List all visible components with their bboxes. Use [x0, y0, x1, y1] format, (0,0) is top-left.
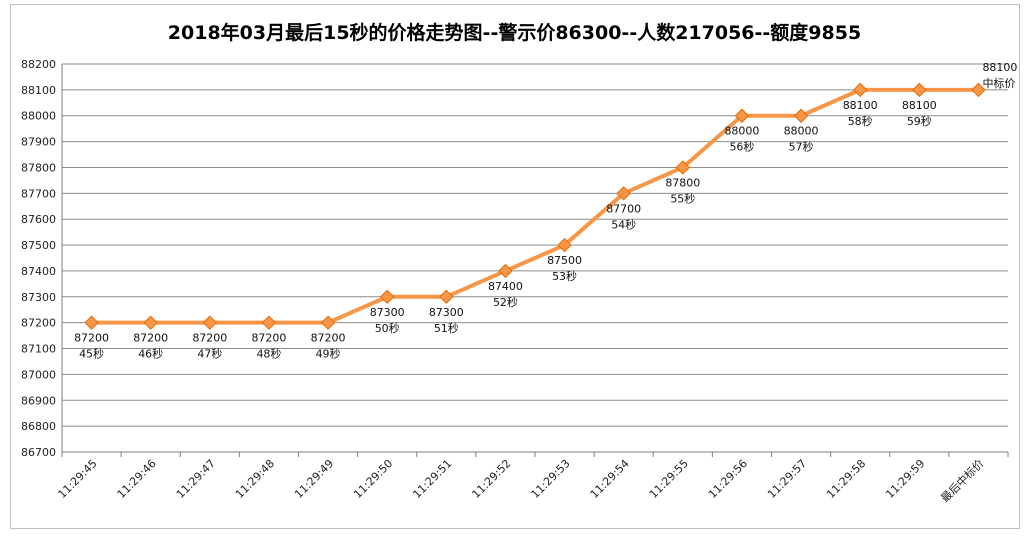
y-tick-label: 87300: [21, 291, 56, 304]
data-label-second: 57秒: [789, 140, 814, 154]
data-label-second: 59秒: [907, 114, 932, 128]
x-tick-label: 11:29:46: [115, 457, 159, 501]
x-tick-label: 11:29:49: [292, 457, 336, 501]
x-tick-label: 11:29:53: [529, 457, 573, 501]
y-tick-label: 87000: [21, 368, 56, 381]
y-tick-label: 88200: [21, 58, 56, 71]
data-point: [84, 315, 99, 330]
y-tick-label: 87500: [21, 239, 56, 252]
y-tick-label: 87800: [21, 161, 56, 174]
data-point: [320, 315, 336, 330]
y-tick-label: 86900: [21, 394, 56, 407]
data-point: [261, 315, 277, 330]
data-label-value: 88100: [902, 99, 937, 112]
data-point: [439, 289, 454, 305]
data-point: [143, 315, 158, 330]
y-tick-label: 87200: [21, 317, 56, 330]
data-point: [557, 237, 572, 253]
data-point: [498, 263, 513, 279]
x-tick-label: 11:29:59: [883, 457, 927, 501]
data-label-value: 87700: [606, 202, 641, 215]
x-tick-label: 11:29:52: [469, 457, 513, 501]
y-tick-label: 86800: [21, 420, 56, 433]
data-point: [675, 160, 691, 175]
data-label-second: 53秒: [552, 269, 577, 283]
data-point: [852, 82, 868, 98]
x-tick-label: 最后中标价: [938, 456, 987, 505]
y-tick-label: 87100: [21, 343, 56, 356]
x-tick-label: 11:29:58: [824, 457, 868, 501]
data-label-second: 49秒: [316, 347, 341, 361]
y-tick-label: 87600: [21, 213, 56, 226]
data-label-second: 58秒: [848, 114, 873, 128]
data-label-value: 87200: [311, 332, 346, 345]
data-point: [616, 186, 631, 201]
data-label-value: 88000: [724, 125, 759, 138]
data-label-second: 50秒: [375, 321, 400, 335]
data-label-second: 52秒: [493, 295, 518, 309]
x-tick-label: 11:29:45: [56, 457, 100, 501]
data-label-value: 88000: [784, 125, 819, 138]
data-label-value: 87200: [133, 332, 168, 345]
x-tick-label: 11:29:47: [174, 457, 218, 501]
y-tick-label: 88000: [21, 110, 56, 123]
y-tick-label: 87400: [21, 265, 56, 278]
data-point: [734, 108, 750, 123]
data-label-value: 88100: [982, 61, 1017, 74]
data-label-value: 87200: [251, 332, 286, 345]
data-point: [202, 315, 218, 330]
data-markers: [84, 82, 986, 330]
data-label-second: 46秒: [138, 347, 163, 361]
x-tick-label: 11:29:57: [765, 457, 809, 501]
y-tick-label: 88100: [21, 84, 56, 97]
data-label-second: 54秒: [611, 217, 636, 231]
data-label-second: 45秒: [79, 347, 104, 361]
data-label-value: 87800: [665, 176, 700, 189]
data-label-second: 56秒: [729, 140, 754, 154]
data-label-value: 88100: [843, 99, 878, 112]
data-label-second: 51秒: [434, 321, 459, 335]
data-label-second: 中标价: [982, 76, 1015, 90]
data-label-value: 87300: [429, 306, 464, 319]
data-labels: 87200 45秒 87200 46秒 87200 47秒 87200 48秒 87200 49秒…: [74, 61, 1017, 361]
y-axis-ticks: 86700 86800 86900 87000 87100 87200 87300 87400…: [21, 58, 56, 459]
data-label-value: 87200: [74, 332, 109, 345]
data-label-value: 87200: [192, 332, 227, 345]
x-tick-label: 11:29:54: [588, 457, 632, 501]
data-point: [912, 82, 927, 98]
x-axis-ticks: 11:29:45 11:29:46 11:29:47 11:29:48 11:29:49…: [56, 456, 987, 505]
y-tick-label: 86700: [21, 446, 56, 459]
chart-title: 2018年03月最后15秒的价格走势图--警示价86300--人数217056-…: [167, 22, 862, 44]
x-tick-label: 11:29:48: [233, 457, 277, 501]
series-line: [91, 87, 979, 325]
data-label-second: 48秒: [256, 347, 281, 361]
data-label-value: 87400: [488, 280, 523, 293]
data-point: [793, 108, 809, 123]
data-label-second: 55秒: [670, 191, 695, 205]
y-tick-label: 87900: [21, 136, 56, 149]
x-tick-label: 11:29:51: [410, 457, 454, 501]
x-tick-label: 11:29:55: [647, 457, 691, 501]
data-point: [379, 289, 395, 305]
y-tick-label: 87700: [21, 187, 56, 200]
x-tick-label: 11:29:56: [706, 457, 750, 501]
data-label-second: 47秒: [197, 347, 222, 361]
data-label-value: 87500: [547, 254, 582, 267]
data-label-value: 87300: [370, 306, 405, 319]
price-line: [91, 87, 979, 325]
data-point: [971, 82, 986, 98]
x-tick-label: 11:29:50: [351, 457, 395, 501]
